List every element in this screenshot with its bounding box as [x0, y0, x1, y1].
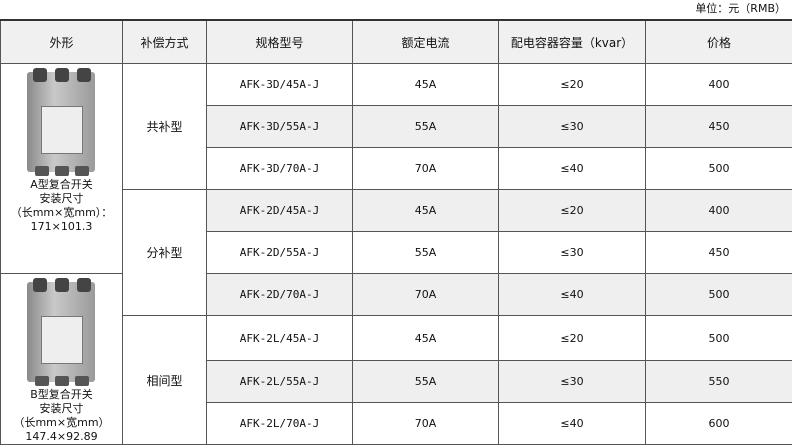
compensation-type: 相间型	[123, 316, 207, 445]
price-cell: 450	[646, 106, 792, 148]
column-header: 额定电流	[353, 20, 499, 64]
price-cell: 500	[646, 148, 792, 190]
current-cell: 70A	[353, 148, 499, 190]
model-cell: AFK-2L/70A-J	[207, 403, 353, 445]
column-header: 配电容器容量（kvar）	[499, 20, 646, 64]
caption-line: 安装尺寸	[1, 192, 122, 206]
model-cell: AFK-2D/70A-J	[207, 274, 353, 316]
model-cell: AFK-2D/45A-J	[207, 190, 353, 232]
caption-line: B型复合开关	[1, 388, 122, 402]
capacity-cell: ≤20	[499, 190, 646, 232]
current-cell: 55A	[353, 361, 499, 403]
price-cell: 500	[646, 316, 792, 361]
price-cell: 500	[646, 274, 792, 316]
current-cell: 45A	[353, 316, 499, 361]
column-header: 价格	[646, 20, 792, 64]
capacity-cell: ≤30	[499, 361, 646, 403]
current-cell: 55A	[353, 106, 499, 148]
column-header: 补偿方式	[123, 20, 207, 64]
current-cell: 70A	[353, 274, 499, 316]
caption-line: 安装尺寸	[1, 402, 122, 416]
price-cell: 400	[646, 64, 792, 106]
caption-line: （长mm×宽mm）：	[1, 206, 122, 220]
model-cell: AFK-2L/45A-J	[207, 316, 353, 361]
current-cell: 45A	[353, 64, 499, 106]
capacity-cell: ≤20	[499, 64, 646, 106]
table-header: 外形补偿方式规格型号额定电流配电容器容量（kvar）价格	[1, 20, 792, 64]
model-cell: AFK-2L/55A-J	[207, 361, 353, 403]
price-table: 外形补偿方式规格型号额定电流配电容器容量（kvar）价格 A型复合开关安装尺寸（…	[0, 19, 792, 445]
column-header: 规格型号	[207, 20, 353, 64]
caption-line: A型复合开关	[1, 178, 122, 192]
capacity-cell: ≤40	[499, 403, 646, 445]
model-cell: AFK-3D/45A-J	[207, 64, 353, 106]
price-cell: 450	[646, 232, 792, 274]
capacity-cell: ≤30	[499, 106, 646, 148]
current-cell: 70A	[353, 403, 499, 445]
caption-line: （长mm×宽mm）	[1, 416, 122, 430]
unit-note: 单位：元（RMB）	[695, 0, 786, 18]
current-cell: 55A	[353, 232, 499, 274]
price-cell: 550	[646, 361, 792, 403]
figure-caption: A型复合开关安装尺寸（长mm×宽mm）：171×101.3	[1, 178, 122, 234]
model-cell: AFK-3D/70A-J	[207, 148, 353, 190]
capacity-cell: ≤20	[499, 316, 646, 361]
compensation-type: 分补型	[123, 190, 207, 316]
capacity-cell: ≤40	[499, 274, 646, 316]
current-cell: 45A	[353, 190, 499, 232]
figure-caption: B型复合开关安装尺寸（长mm×宽mm）147.4×92.89	[1, 388, 122, 444]
price-cell: 600	[646, 403, 792, 445]
price-cell: 400	[646, 190, 792, 232]
model-cell: AFK-3D/55A-J	[207, 106, 353, 148]
capacity-cell: ≤40	[499, 148, 646, 190]
model-cell: AFK-2D/55A-J	[207, 232, 353, 274]
column-header: 外形	[1, 20, 123, 64]
switch-device-image-b	[23, 278, 101, 386]
switch-device-image-a	[23, 68, 101, 176]
caption-line: 171×101.3	[1, 220, 122, 234]
compensation-type: 共补型	[123, 64, 207, 190]
capacity-cell: ≤30	[499, 232, 646, 274]
